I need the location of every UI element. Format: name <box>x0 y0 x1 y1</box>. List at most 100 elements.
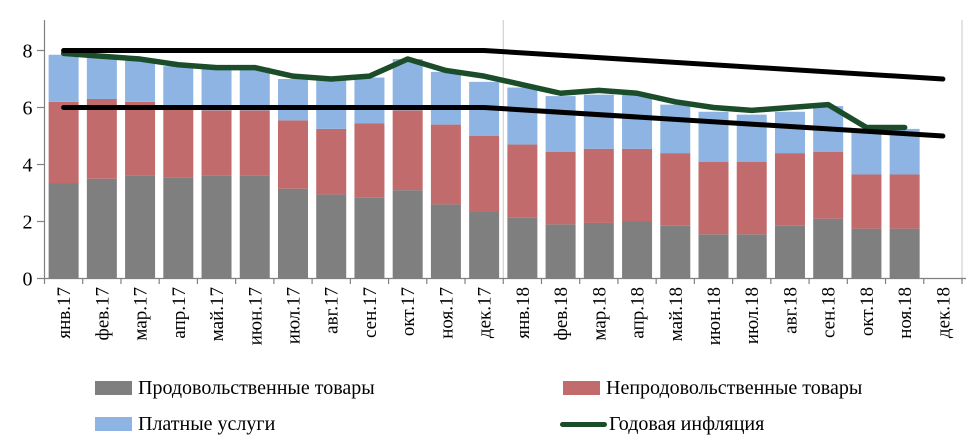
legend-label: Непродовольственные товары <box>606 377 863 399</box>
bar-segment <box>813 151 844 219</box>
bar-segment <box>469 211 500 279</box>
bar-segment <box>392 59 423 111</box>
x-axis-tick-label: авг.18 <box>780 287 801 334</box>
chart-canvas: 0 2 4 6 8 янв.17 фев.17 мар.17 апр.17 май.17 июн.1… <box>23 20 966 345</box>
legend-label: Продовольственные товары <box>138 377 375 399</box>
y-axis-tick-label: 2 <box>23 212 33 234</box>
nonfood-legend-swatch <box>563 381 600 395</box>
bar-segment <box>163 177 194 279</box>
x-axis-tick-label: июн.18 <box>704 287 725 345</box>
bar-segment <box>239 67 270 111</box>
y-axis-tick-label: 0 <box>23 269 33 291</box>
bar-segment <box>48 101 79 184</box>
bar-segment <box>774 225 805 279</box>
bar-segment <box>125 60 156 102</box>
bar-segment <box>392 190 423 279</box>
x-axis-tick-label: авг.17 <box>322 287 343 334</box>
bar-segment <box>125 175 156 279</box>
x-axis-tick-label: окт.18 <box>857 287 878 336</box>
legend-item-annual-inflation: Годовая инфляция <box>560 413 764 435</box>
x-axis-tick-label: окт.17 <box>398 287 419 336</box>
bar-segment <box>48 183 79 279</box>
bar-segment <box>660 153 691 226</box>
bar-segment <box>851 128 882 175</box>
bar-segment <box>163 108 194 178</box>
bar-segment <box>889 228 920 279</box>
x-axis-tick-label: июл.17 <box>283 287 304 344</box>
legend-label: Платные услуги <box>138 413 276 435</box>
bar-segment <box>507 87 538 145</box>
bar-segment <box>545 151 576 225</box>
year-separator-gridlines <box>502 20 963 279</box>
legend-item-services: Платные услуги <box>95 413 275 435</box>
bar-segment <box>354 123 385 198</box>
bar-segment <box>507 144 538 218</box>
bar-segment <box>660 104 691 154</box>
y-axis-tick-label: 6 <box>23 98 33 120</box>
bar-segment <box>86 178 117 279</box>
bar-segment <box>774 111 805 154</box>
x-axis-tick-label: дек.18 <box>933 287 954 338</box>
bar-segment <box>201 175 232 279</box>
x-axis-tick-label: сен.18 <box>819 287 840 338</box>
bar-segment <box>316 194 347 279</box>
bar-segment <box>622 148 653 222</box>
bar-segment <box>163 66 194 109</box>
bar-segment <box>354 197 385 279</box>
food-legend-swatch <box>95 381 132 395</box>
annual-inflation-legend-line <box>560 421 607 427</box>
bar-segment <box>851 228 882 279</box>
y-axis-tick-label: 8 <box>23 41 33 63</box>
x-axis-labels-group: янв.17 фев.17 мар.17 апр.17 май.17 июн.17 июл.… <box>54 287 954 345</box>
bar-segment <box>622 94 653 149</box>
bar-segment <box>736 161 767 235</box>
x-axis-tick-label: мар.18 <box>589 287 610 341</box>
x-axis-tick-label: ноя.17 <box>436 287 457 339</box>
x-axis-tick-label: фев.17 <box>92 287 113 340</box>
bar-segment <box>813 218 844 279</box>
bar-segment <box>239 110 270 176</box>
bar-segment <box>583 222 614 279</box>
x-axis-tick-label: июн.17 <box>245 287 266 345</box>
legend-label: Годовая инфляция <box>609 413 765 435</box>
legend-item-nonfood: Непродовольственные товары <box>563 377 862 399</box>
stacked-bars-group <box>48 54 920 279</box>
bar-segment <box>851 174 882 229</box>
bar-segment <box>545 224 576 279</box>
x-axis-tick-label: июл.18 <box>742 287 763 344</box>
bar-segment <box>430 71 461 125</box>
bar-segment <box>430 204 461 279</box>
bar-segment <box>622 221 653 279</box>
bar-segment <box>48 54 79 102</box>
x-axis-tick-label: ноя.18 <box>895 287 916 339</box>
x-axis-tick-label: дек.17 <box>475 287 496 338</box>
bar-segment <box>545 96 576 152</box>
y-axis-tick-label: 4 <box>23 155 33 177</box>
bar-segment <box>469 136 500 212</box>
x-axis-tick-label: май.17 <box>207 287 228 341</box>
bar-segment <box>239 175 270 279</box>
bar-segment <box>125 101 156 176</box>
bar-segment <box>583 94 614 149</box>
bar-segment <box>736 234 767 279</box>
x-axis-tick-label: фев.18 <box>551 287 572 340</box>
services-legend-swatch <box>95 417 132 431</box>
x-axis-tick-label: апр.18 <box>628 287 649 339</box>
legend-item-food: Продовольственные товары <box>95 377 375 399</box>
axes-group: 0 2 4 6 8 <box>23 20 966 291</box>
bar-segment <box>889 174 920 229</box>
bar-segment <box>201 67 232 111</box>
bar-segment <box>583 148 614 223</box>
bar-segment <box>507 217 538 279</box>
bar-segment <box>316 79 347 129</box>
bar-segment <box>316 128 347 195</box>
bar-segment <box>698 234 729 279</box>
bar-segment <box>660 225 691 279</box>
bar-segment <box>86 98 117 179</box>
bar-segment <box>392 110 423 191</box>
bar-segment <box>774 153 805 226</box>
x-axis-tick-label: апр.17 <box>169 287 190 339</box>
bar-segment <box>86 57 117 99</box>
x-axis-tick-label: май.18 <box>666 287 687 341</box>
